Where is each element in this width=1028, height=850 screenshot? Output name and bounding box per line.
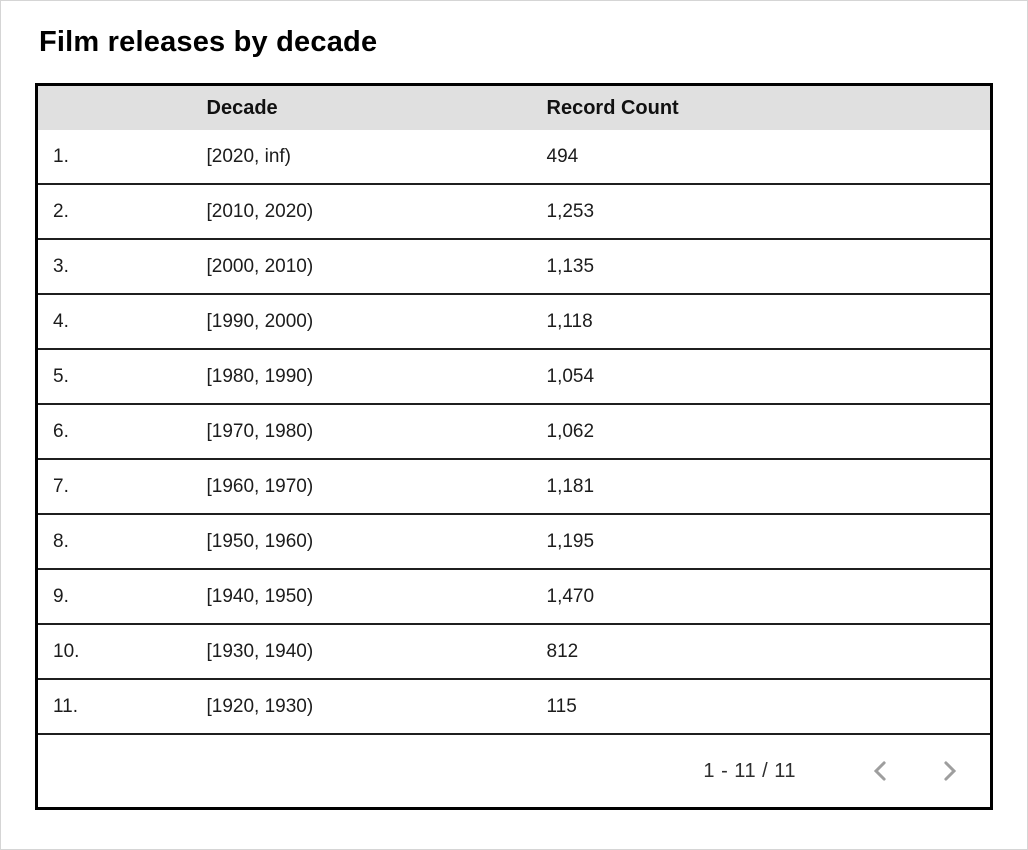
previous-page-button[interactable] <box>864 754 898 788</box>
table-body: 1. [2020, inf) 494 2. [2010, 2020) 1,253… <box>36 130 992 734</box>
decade-cell: [2020, inf) <box>206 130 547 184</box>
decade-cell: [1930, 1940) <box>206 624 547 679</box>
table-row: 10. [1930, 1940) 812 <box>36 624 992 679</box>
row-index-cell: 9. <box>36 569 207 624</box>
row-index-cell: 1. <box>36 130 207 184</box>
table-row: 3. [2000, 2010) 1,135 <box>36 239 992 294</box>
record-count-cell: 812 <box>546 624 992 679</box>
table-row: 4. [1990, 2000) 1,118 <box>36 294 992 349</box>
table-row: 8. [1950, 1960) 1,195 <box>36 514 992 569</box>
decade-cell: [1990, 2000) <box>206 294 547 349</box>
header-row: Decade Record Count <box>36 84 992 130</box>
header-cell-decade[interactable]: Decade <box>206 84 547 130</box>
header-cell-index <box>36 84 207 130</box>
record-count-cell: 494 <box>546 130 992 184</box>
row-index-cell: 3. <box>36 239 207 294</box>
footer-row: 1 - 11 / 11 <box>36 734 992 809</box>
row-index-cell: 4. <box>36 294 207 349</box>
record-count-cell: 1,054 <box>546 349 992 404</box>
decade-cell: [1940, 1950) <box>206 569 547 624</box>
record-count-cell: 1,253 <box>546 184 992 239</box>
pagination: 1 - 11 / 11 <box>38 754 990 788</box>
next-page-button[interactable] <box>932 754 966 788</box>
page-title: Film releases by decade <box>39 26 378 58</box>
row-index-cell: 7. <box>36 459 207 514</box>
decade-cell: [2000, 2010) <box>206 239 547 294</box>
table-row: 6. [1970, 1980) 1,062 <box>36 404 992 459</box>
row-index-cell: 10. <box>36 624 207 679</box>
record-count-cell: 1,135 <box>546 239 992 294</box>
table-row: 11. [1920, 1930) 115 <box>36 679 992 734</box>
decade-cell: [1920, 1930) <box>206 679 547 734</box>
decade-cell: [2010, 2020) <box>206 184 547 239</box>
chevron-right-icon <box>934 756 964 786</box>
chevron-left-icon <box>866 756 896 786</box>
row-index-cell: 2. <box>36 184 207 239</box>
decade-cell: [1950, 1960) <box>206 514 547 569</box>
row-index-cell: 5. <box>36 349 207 404</box>
decade-cell: [1970, 1980) <box>206 404 547 459</box>
decade-cell: [1960, 1970) <box>206 459 547 514</box>
record-count-cell: 1,181 <box>546 459 992 514</box>
table-row: 2. [2010, 2020) 1,253 <box>36 184 992 239</box>
record-count-cell: 1,118 <box>546 294 992 349</box>
record-count-cell: 1,062 <box>546 404 992 459</box>
table-widget: Decade Record Count 1. [2020, inf) 494 2… <box>35 83 993 810</box>
record-count-cell: 1,470 <box>546 569 992 624</box>
record-count-cell: 115 <box>546 679 992 734</box>
row-index-cell: 11. <box>36 679 207 734</box>
table-row: 1. [2020, inf) 494 <box>36 130 992 184</box>
table-row: 7. [1960, 1970) 1,181 <box>36 459 992 514</box>
decade-cell: [1980, 1990) <box>206 349 547 404</box>
record-count-cell: 1,195 <box>546 514 992 569</box>
table-row: 5. [1980, 1990) 1,054 <box>36 349 992 404</box>
header-cell-record-count[interactable]: Record Count <box>546 84 992 130</box>
row-index-cell: 8. <box>36 514 207 569</box>
row-index-cell: 6. <box>36 404 207 459</box>
pagination-range-label: 1 - 11 / 11 <box>703 759 796 782</box>
table-header: Decade Record Count <box>36 84 992 130</box>
table-row: 9. [1940, 1950) 1,470 <box>36 569 992 624</box>
table-footer: 1 - 11 / 11 <box>36 734 992 809</box>
data-table: Decade Record Count 1. [2020, inf) 494 2… <box>35 83 993 810</box>
